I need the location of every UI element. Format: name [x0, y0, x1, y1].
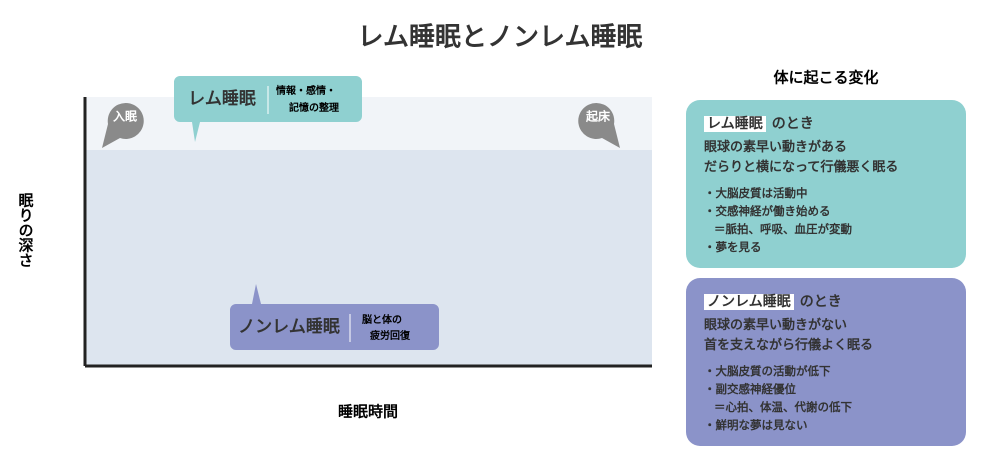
bullet: ＝心拍、体温、代謝の低下: [714, 400, 852, 414]
x-axis-label: 睡眠時間: [338, 403, 398, 421]
line: だらりと横になって行儀悪く眠る: [704, 160, 899, 175]
bullet: ・夢を見る: [704, 240, 762, 254]
chart-title: レム睡眠とノンレム睡眠: [358, 23, 643, 53]
annotation: 脳と体の: [362, 313, 402, 326]
heading-suffix: のとき: [799, 294, 842, 310]
heading: レム睡眠: [704, 116, 766, 132]
plot-bg: [85, 97, 652, 150]
callout: [578, 102, 620, 148]
bullet: ・鮮明な夢は見ない: [704, 418, 808, 432]
heading-suffix: のとき: [771, 116, 814, 132]
annotation: 疲労回復: [370, 329, 411, 342]
annotation: 起床: [585, 109, 611, 124]
panel: レム睡眠 のとき 眼球の素早い動きがある だらりと横になって行儀悪く眠る ・大脳皮…: [686, 100, 966, 268]
y-axis-label: 眠りの深さ: [17, 193, 35, 268]
annotation: 入眠: [113, 110, 137, 124]
annotation: ノンレム睡眠: [238, 316, 340, 337]
bullet: ・副交感神経優位: [704, 382, 796, 396]
panel-heading: レム睡眠 のとき: [704, 114, 948, 134]
annotation: レム睡眠: [188, 88, 256, 109]
annotation: 情報・感情・: [276, 84, 336, 97]
annotation: 記憶の整理: [289, 101, 339, 114]
bullet: ・交感神経が働き始める: [704, 204, 831, 218]
heading: ノンレム睡眠: [704, 294, 794, 310]
line: 眼球の素早い動きがある: [704, 140, 848, 155]
bullet: ＝脈拍、呼吸、血圧が変動: [714, 222, 852, 236]
bullet: ・大脳皮質の活動が低下: [704, 364, 831, 378]
line: 眼球の素早い動きがない: [704, 318, 848, 333]
bullet: ・大脳皮質は活動中: [704, 186, 808, 200]
panel: ノンレム睡眠 のとき 眼球の素早い動きがない 首を支えながら行儀よく眠る ・大脳皮…: [686, 278, 966, 446]
callout: [102, 102, 144, 148]
line: 首を支えながら行儀よく眠る: [704, 338, 874, 353]
callout: [230, 284, 439, 350]
panels-title: 体に起こる変化: [773, 69, 878, 87]
panel-heading: ノンレム睡眠 のとき: [704, 292, 948, 312]
